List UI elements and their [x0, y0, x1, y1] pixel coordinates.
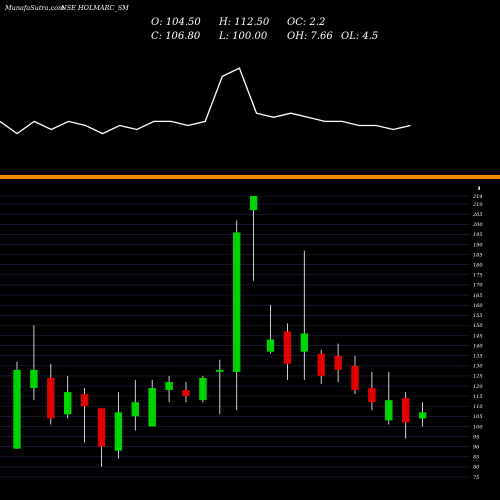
y-tick-label: 185: [473, 252, 483, 258]
candle: [216, 359, 224, 415]
candlestick-series: [13, 196, 427, 467]
y-tick-label: 85: [473, 455, 479, 461]
candle: [266, 305, 275, 354]
y-tick-label: 170: [473, 283, 483, 289]
up-arrow-icon: ⬆: [477, 186, 481, 192]
candle-body-up: [233, 232, 241, 372]
candle-body-up: [385, 400, 393, 421]
candle-body-up: [418, 412, 427, 419]
candle-body-down: [47, 377, 55, 419]
candle-body-up: [114, 412, 123, 451]
candle: [418, 402, 427, 427]
candle-body-up: [131, 402, 139, 417]
candle-body-up: [13, 369, 21, 449]
candle: [148, 379, 156, 427]
candle: [334, 343, 342, 382]
y-tick-label: 140: [473, 343, 483, 349]
candle: [64, 375, 72, 419]
y-tick-label: 150: [473, 323, 483, 329]
y-tick-label: 75: [473, 475, 479, 481]
y-tick-label: 175: [473, 273, 483, 279]
candle: [385, 371, 393, 425]
candle-body-down: [97, 408, 106, 447]
candle-body-down: [182, 390, 190, 397]
low-stat: L: 100.00: [218, 31, 268, 42]
indicator-line: [0, 67, 411, 135]
candle: [165, 375, 173, 403]
y-tick-label: 200: [472, 222, 483, 228]
y-tick-label: 100: [473, 424, 483, 430]
candle-body-down: [351, 365, 359, 391]
oc-stat: OC: 2.2: [287, 17, 325, 28]
ticker-label: NSE HOLMARC_SM: [60, 4, 129, 12]
candle: [300, 250, 308, 380]
y-tick-label: 125: [473, 374, 483, 380]
candle-body-up: [30, 369, 38, 389]
candle-body-up: [266, 339, 275, 352]
y-tick-label: 80: [473, 465, 480, 471]
panel-separator: [0, 175, 500, 179]
candle: [13, 361, 21, 449]
candle: [283, 323, 292, 380]
y-tick-label: 214: [472, 194, 483, 200]
candle: [47, 363, 55, 425]
y-tick-label: 120: [473, 384, 483, 390]
y-tick-label: 135: [473, 354, 483, 360]
candle: [402, 392, 410, 439]
candle-body-up: [64, 392, 72, 415]
candle-body-up: [216, 369, 224, 372]
candle: [30, 325, 38, 401]
candle: [80, 388, 89, 443]
candle: [351, 355, 359, 395]
candle-body-down: [402, 398, 410, 423]
candle: [97, 408, 106, 467]
candle: [182, 381, 190, 403]
y-tick-label: 210: [472, 202, 483, 208]
candle-body-down: [283, 331, 292, 364]
close-stat: C: 106.80: [151, 31, 201, 42]
y-tick-label: 205: [472, 212, 483, 218]
open-stat: O: 104.50: [151, 17, 201, 28]
ol-stat: OL: 4.5: [341, 31, 378, 42]
y-tick-label: 105: [473, 414, 483, 420]
y-tick-label: 165: [473, 293, 483, 299]
candle-body-up: [148, 388, 156, 427]
y-tick-label: 160: [473, 303, 483, 309]
candle-body-up: [300, 333, 308, 352]
candle: [317, 349, 325, 385]
y-tick-label: 110: [473, 404, 483, 410]
high-stat: H: 112.50: [218, 17, 270, 28]
candle: [368, 371, 376, 411]
indicator-panel: [0, 67, 411, 135]
candle: [199, 375, 207, 403]
candle: [249, 196, 258, 281]
y-tick-label: 180: [473, 263, 483, 269]
watermark: MunafaSutra.com: [4, 4, 64, 12]
y-tick-label: 115: [473, 394, 483, 400]
candle-body-down: [334, 355, 342, 370]
y-tick-label: 155: [473, 313, 483, 319]
y-tick-label: 145: [473, 333, 483, 339]
y-tick-label: 190: [473, 242, 483, 248]
candle-body-down: [80, 394, 89, 407]
y-tick-label: 90: [473, 444, 480, 450]
y-tick-label: 195: [473, 232, 483, 238]
candle-body-down: [368, 388, 376, 403]
candle-body-up: [165, 381, 173, 391]
candle-body-up: [199, 377, 207, 401]
y-tick-label: 95: [473, 434, 479, 440]
price-axis: 214 210 205 200 195 190 185 180 175 170 165 160 155 1…: [472, 194, 483, 481]
candle-body-down: [317, 353, 325, 376]
y-tick-label: 130: [473, 364, 483, 370]
candle: [114, 392, 123, 459]
candle-body-up: [249, 196, 258, 211]
oh-stat: OH: 7.66: [287, 31, 333, 42]
candle: [131, 379, 139, 431]
candle: [233, 220, 241, 411]
